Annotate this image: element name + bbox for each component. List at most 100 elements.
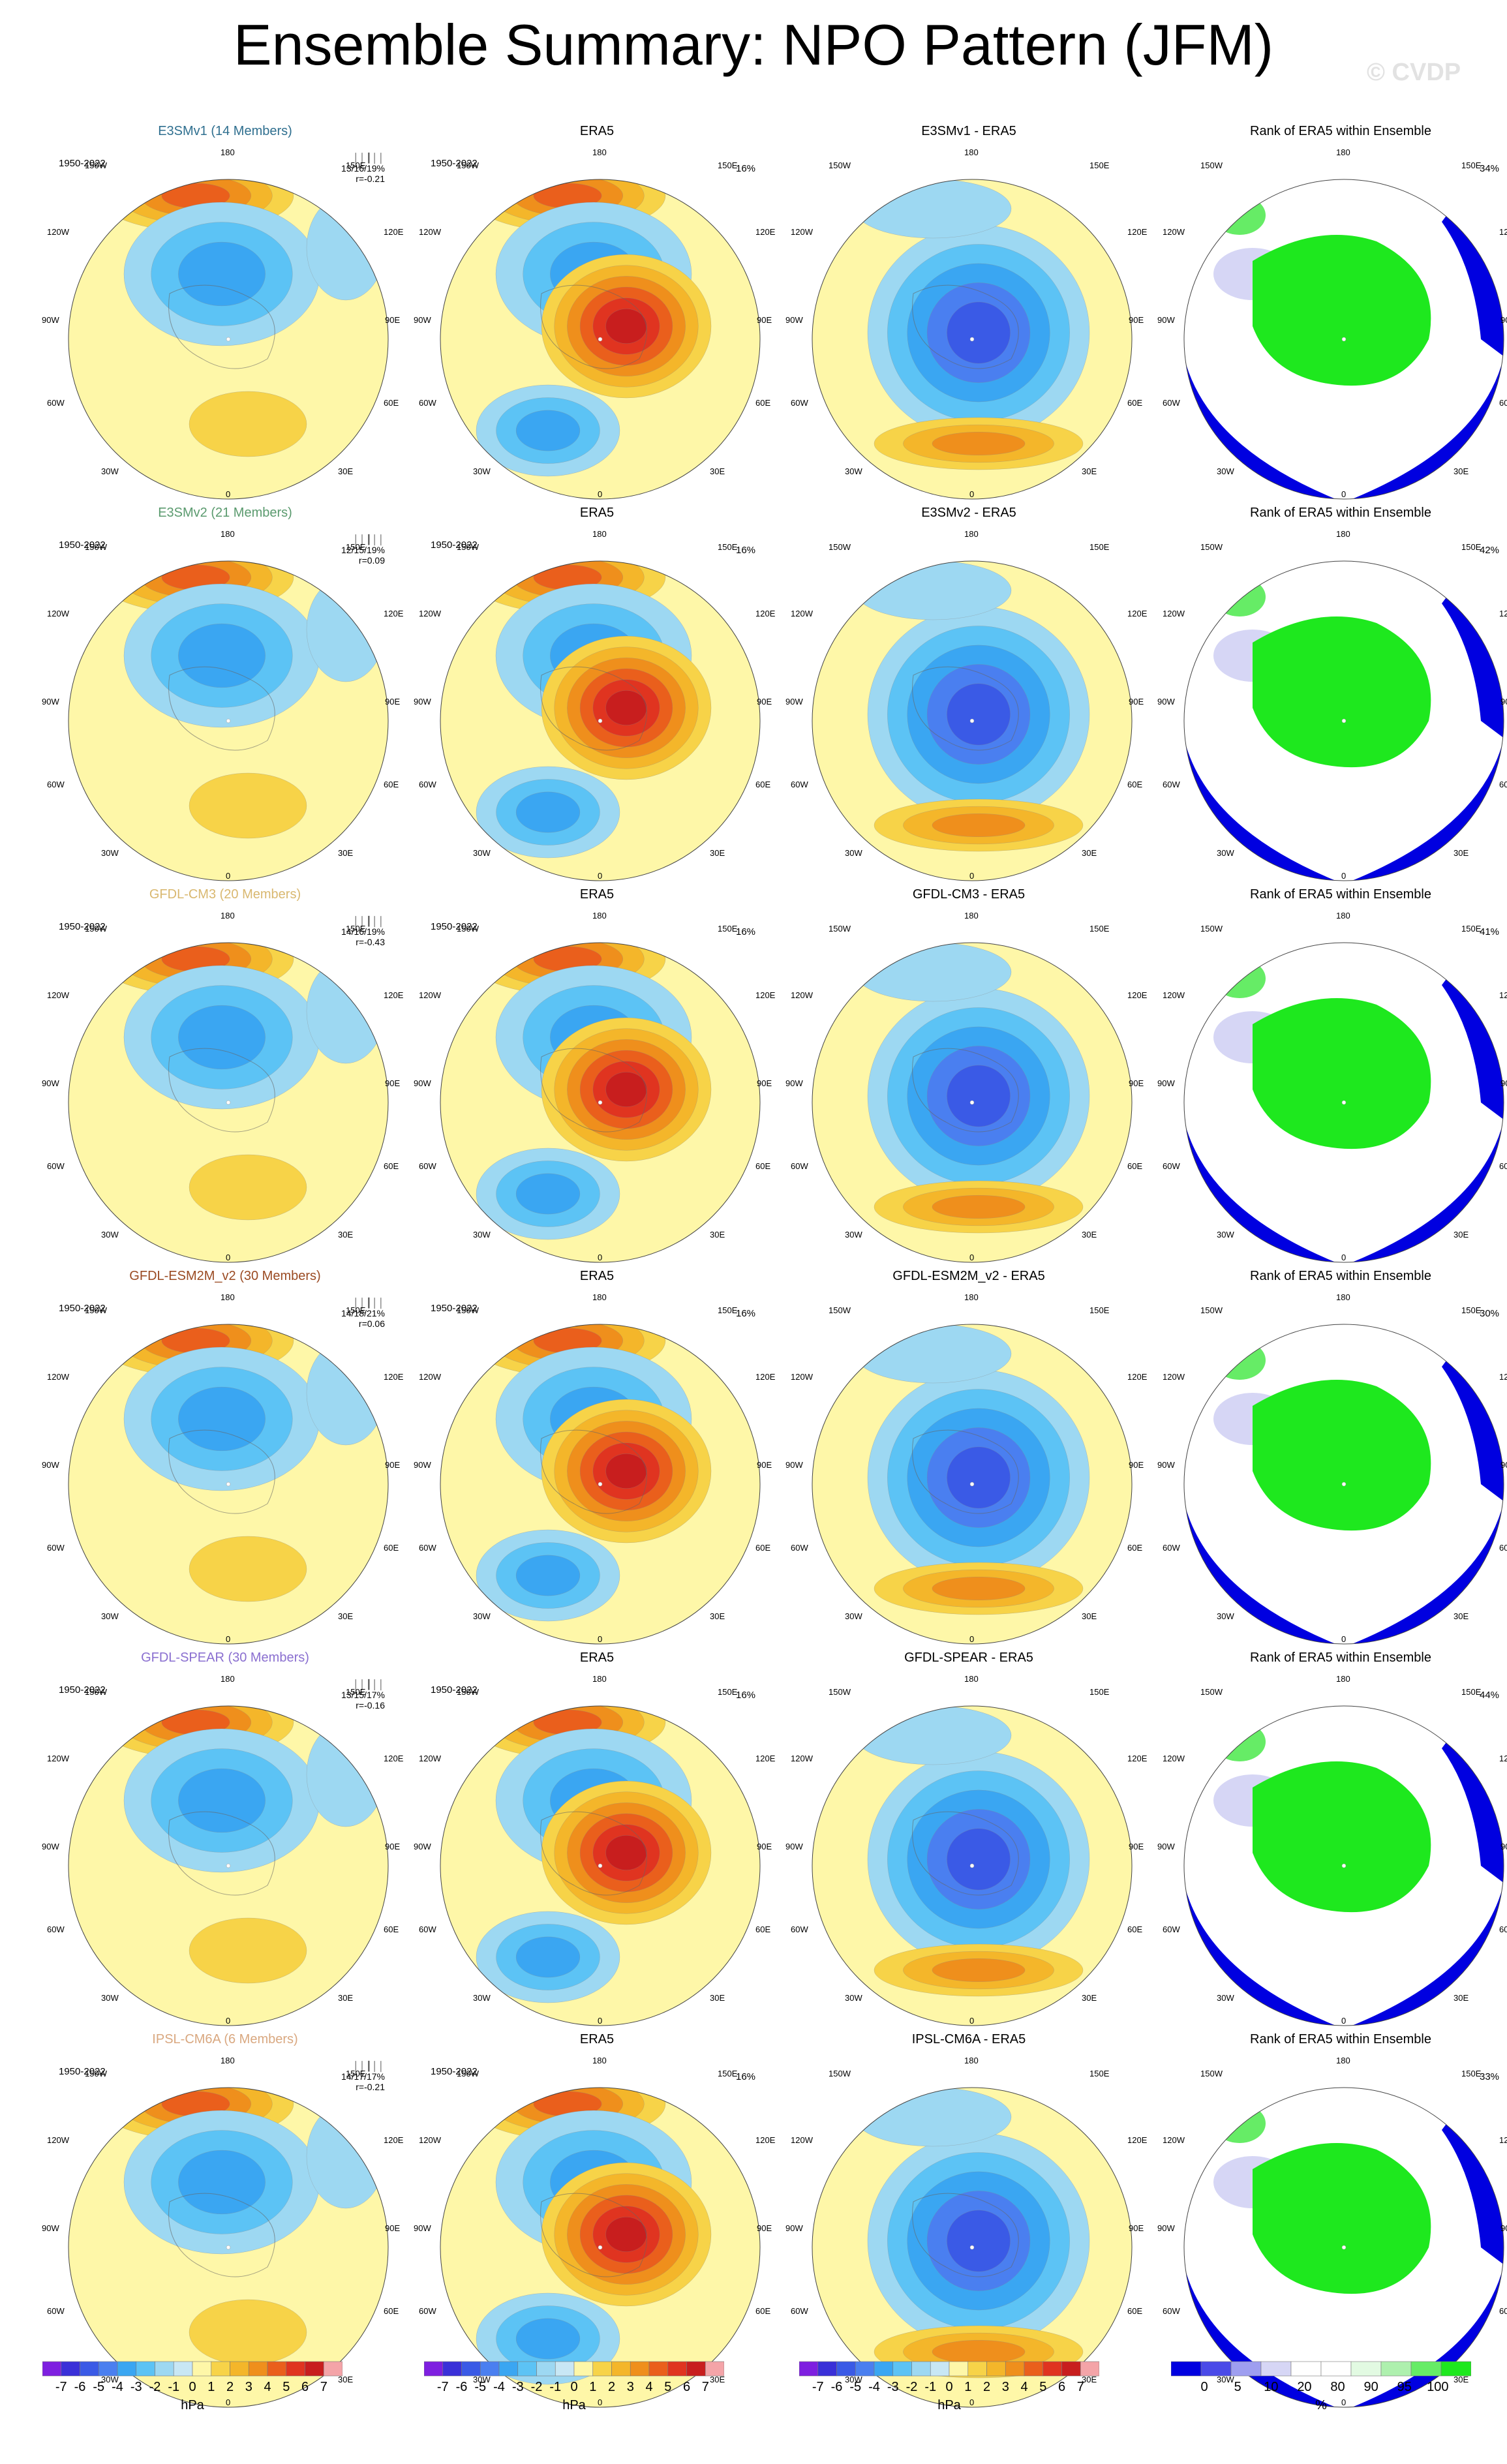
lon-label-br: 30E: [338, 848, 354, 858]
era5-pct: 16%: [736, 1690, 756, 1701]
diff-title: E3SMv2 - ERA5: [921, 506, 1016, 520]
colorbar-tick-label: 0: [570, 2380, 578, 2394]
colorbar-swatch: [323, 2361, 343, 2377]
colorbar-swatch: [705, 2361, 725, 2377]
colorbar-unit: hPa: [562, 2398, 586, 2412]
lon-label-r3: 60E: [384, 398, 399, 408]
ensemble-spread-icon: ││┃││: [353, 153, 385, 163]
lon-label-ul: 150W: [457, 1305, 479, 1315]
colorbar-swatch: [1043, 2361, 1062, 2377]
lon-label-ul: 150W: [829, 924, 851, 934]
lon-label-l3: 60W: [1163, 1543, 1180, 1553]
colorbar-tick-label: 1: [589, 2380, 597, 2394]
colorbar-swatch: [911, 2361, 931, 2377]
lon-label-br: 30E: [710, 1993, 725, 2003]
lon-label-bottom: 0: [1341, 1253, 1347, 1262]
lon-label-r2: 90E: [385, 1078, 401, 1088]
colorbar-swatch: [286, 2361, 305, 2377]
colorbar-swatch: [1200, 2361, 1232, 2377]
lon-label-r2: 90E: [1500, 1460, 1507, 1470]
lon-label-r1: 120E: [755, 227, 776, 237]
lon-label-br: 30E: [710, 466, 725, 476]
lon-label-r2: 90E: [385, 697, 401, 707]
lon-label-l2: 90W: [1157, 1842, 1175, 1851]
lon-label-bl: 30W: [101, 848, 119, 858]
lon-label-r2: 90E: [1500, 1078, 1507, 1088]
lon-label-ur: 150E: [1089, 160, 1110, 170]
lon-label-r1: 120E: [1499, 990, 1507, 1000]
era5-pct: 16%: [736, 2071, 756, 2082]
lon-label-br: 30E: [1454, 1230, 1469, 1240]
lon-label-top: 180: [221, 911, 235, 920]
lon-label-ul: 150W: [457, 2069, 479, 2078]
lon-label-l1: 120W: [791, 227, 813, 237]
lon-label-ur: 150E: [718, 2069, 738, 2078]
lon-label-r2: 90E: [757, 1842, 772, 1851]
lon-label-l1: 120W: [1163, 1372, 1185, 1382]
panel-rank: Rank of ERA5 within Ensemble 41% 180 150W 15…: [1155, 887, 1507, 1266]
lon-label-bottom: 0: [598, 2016, 603, 2026]
colorbar-tick-label: 90: [1363, 2380, 1378, 2394]
lon-label-r2: 90E: [757, 697, 772, 707]
lon-label-l3: 60W: [47, 2306, 65, 2316]
lon-label-l2: 90W: [414, 1842, 431, 1851]
period-label: 1950-2022: [431, 2066, 478, 2077]
lon-label-l3: 60W: [47, 1924, 65, 1934]
lon-label-l3: 60W: [1163, 398, 1180, 408]
colorbar-swatch: [855, 2361, 875, 2377]
lon-label-br: 30E: [338, 466, 354, 476]
lon-label-l1: 120W: [47, 1754, 69, 1763]
rank-title: Rank of ERA5 within Ensemble: [1250, 506, 1431, 520]
ensemble-stats: ││┃││ 13/15/17% r=-0.16: [323, 1679, 385, 1711]
lon-label-bottom: 0: [1341, 2397, 1347, 2407]
lon-label-bl: 30W: [101, 1611, 119, 1621]
polar-map: [440, 1705, 761, 2026]
lon-label-l2: 90W: [785, 2223, 803, 2233]
era5-pct: 16%: [736, 163, 756, 174]
colorbar-swatch: [173, 2361, 193, 2377]
colorbar-swatch: [1440, 2361, 1472, 2377]
polar-map: [1183, 2087, 1504, 2408]
panel-era5: ERA5 1950-2022 16% 180 150W 150E 120W 120E 90W 90…: [411, 124, 783, 502]
lon-label-r3: 60E: [384, 2306, 399, 2316]
lon-label-bl: 30W: [473, 1611, 491, 1621]
lon-label-br: 30E: [710, 1230, 725, 1240]
lon-label-top: 180: [964, 911, 979, 920]
colorbar-swatch: [573, 2361, 594, 2377]
lon-label-r3: 60E: [1499, 780, 1507, 789]
lon-label-bottom: 0: [969, 2397, 975, 2407]
lon-label-top: 180: [221, 1292, 235, 1302]
lon-label-ur: 150E: [718, 924, 738, 934]
rank-pct: 44%: [1480, 1690, 1500, 1701]
period-label: 1950-2022: [431, 921, 478, 932]
lon-label-ur: 150E: [1461, 924, 1482, 934]
panel-model: GFDL-ESM2M_v2 (30 Members) 1950-2022 ││┃││…: [39, 1269, 411, 1647]
colorbar-swatch: [1350, 2361, 1382, 2377]
colorbar-swatches: [1170, 2361, 1472, 2377]
colorbar-tick-label: 80: [1330, 2380, 1345, 2394]
lon-label-bottom: 0: [226, 489, 231, 499]
lon-label-bl: 30W: [473, 466, 491, 476]
colorbar-tick-label: 0: [189, 2380, 196, 2394]
lon-label-r3: 60E: [1499, 398, 1507, 408]
lon-label-bottom: 0: [598, 871, 603, 881]
colorbar-swatch: [1290, 2361, 1322, 2377]
lon-label-top: 180: [592, 1292, 607, 1302]
model-title: GFDL-CM3 (20 Members): [149, 887, 301, 902]
period-label: 1950-2022: [59, 1684, 106, 1696]
lon-label-bl: 30W: [1217, 1611, 1234, 1621]
colorbar-tick-label: 5: [1234, 2380, 1241, 2394]
lon-label-ul: 150W: [457, 924, 479, 934]
polar-map: [1183, 179, 1504, 500]
lon-label-bl: 30W: [473, 1993, 491, 2003]
lon-label-l3: 60W: [1163, 2306, 1180, 2316]
panel-diff: GFDL-SPEAR - ERA5 180 150W 150E 120W 120E 90W 9…: [783, 1650, 1155, 2029]
lon-label-r1: 120E: [1499, 1754, 1507, 1763]
colorbar-tick-label: -5: [93, 2380, 105, 2394]
panel-diff: E3SMv2 - ERA5 180 150W 150E 120W 120E 90W 90E 60…: [783, 506, 1155, 884]
era5-title: ERA5: [579, 2032, 615, 2046]
colorbar-swatches: [799, 2361, 1100, 2377]
lon-label-ur: 150E: [1089, 2069, 1110, 2078]
lon-label-r2: 90E: [1129, 697, 1144, 707]
